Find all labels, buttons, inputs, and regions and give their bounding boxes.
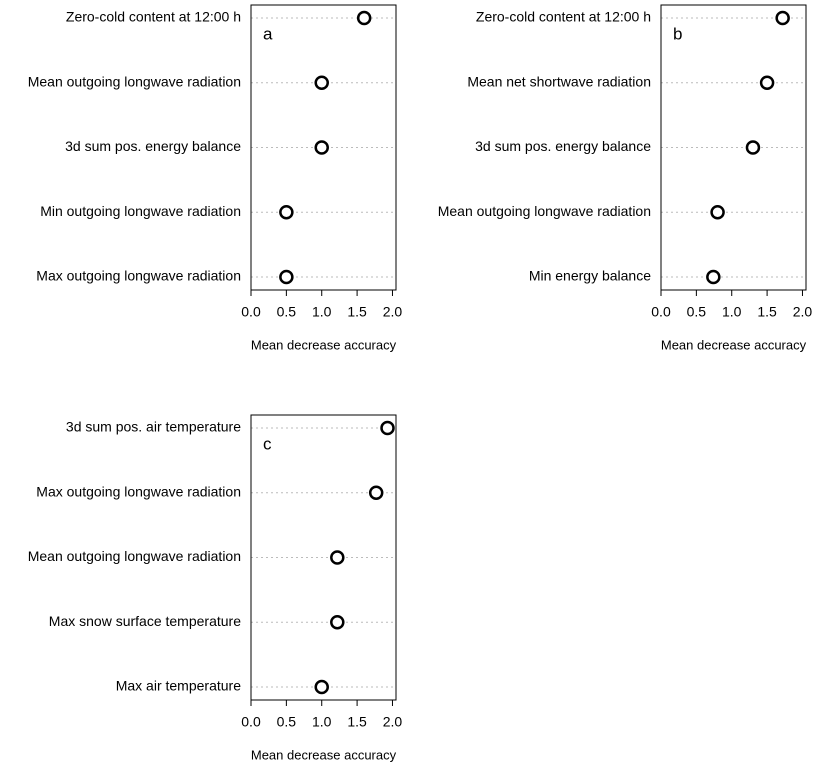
x-tick-label: 2.0: [793, 304, 813, 320]
category-label: Max outgoing longwave radiation: [36, 483, 241, 499]
x-axis-label: Mean decrease accuracy: [251, 747, 397, 762]
dot: [759, 75, 775, 90]
x-tick-label: 1.5: [347, 304, 367, 320]
dot: [314, 140, 329, 155]
dot: [745, 140, 761, 155]
dot: [706, 269, 721, 285]
x-tick-label: 0.5: [687, 304, 707, 320]
category-label: Max outgoing longwave radiation: [36, 268, 241, 284]
dot: [380, 420, 395, 436]
x-tick-label: 1.0: [722, 304, 742, 320]
x-tick-label: 0.0: [241, 714, 261, 730]
category-label: Min outgoing longwave radiation: [40, 203, 241, 219]
x-tick-label: 1.0: [312, 714, 332, 730]
x-tick-label: 0.5: [277, 304, 297, 320]
x-tick-label: 0.5: [277, 714, 297, 730]
dot: [330, 550, 345, 565]
category-label: Mean outgoing longwave radiation: [28, 548, 241, 564]
x-tick-label: 1.5: [757, 304, 777, 320]
dot: [710, 205, 725, 220]
category-label: Mean net shortwave radiation: [467, 73, 651, 89]
category-label: 3d sum pos. energy balance: [65, 138, 241, 154]
x-tick-label: 2.0: [383, 304, 403, 320]
dot: [279, 205, 294, 220]
dot: [314, 75, 329, 90]
x-tick-label: 2.0: [383, 714, 403, 730]
category-label: Mean outgoing longwave radiation: [28, 73, 241, 89]
dot: [368, 485, 384, 500]
panel-label: b: [673, 24, 682, 43]
category-label: Max air temperature: [116, 678, 241, 694]
panel-label: c: [263, 434, 272, 453]
x-tick-label: 1.0: [312, 304, 332, 320]
dot: [279, 269, 294, 285]
dot: [314, 679, 329, 695]
dot: [356, 10, 372, 26]
x-tick-label: 1.5: [347, 714, 367, 730]
category-label: Zero-cold content at 12:00 h: [476, 9, 651, 25]
category-label: 3d sum pos. air temperature: [66, 419, 241, 435]
dot: [775, 10, 790, 26]
category-label: Mean outgoing longwave radiation: [438, 203, 651, 219]
category-label: Zero-cold content at 12:00 h: [66, 9, 241, 25]
category-label: Max snow surface temperature: [49, 613, 241, 629]
panel-label: a: [263, 24, 273, 43]
dot: [330, 615, 345, 630]
category-label: Min energy balance: [529, 268, 651, 284]
x-tick-label: 0.0: [241, 304, 261, 320]
x-axis-label: Mean decrease accuracy: [661, 337, 807, 352]
x-axis-label: Mean decrease accuracy: [251, 337, 397, 352]
category-label: 3d sum pos. energy balance: [475, 138, 651, 154]
x-tick-label: 0.0: [651, 304, 671, 320]
